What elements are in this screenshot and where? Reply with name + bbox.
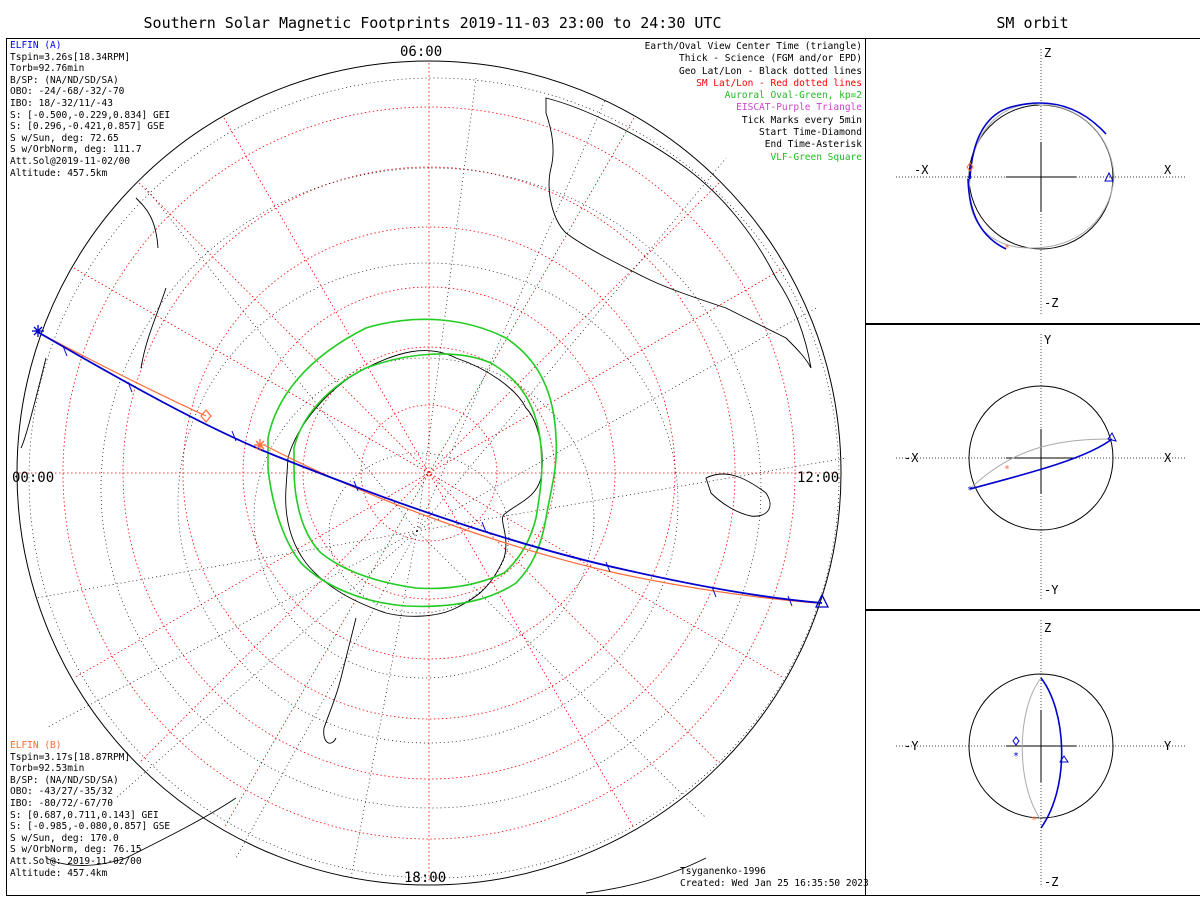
xy-v-neg: -Y bbox=[1044, 583, 1059, 597]
elfin-a-line-9: Att.Sol@2019-11-02/00 bbox=[10, 155, 131, 167]
elfin-b-line-10: Altitude: 457.4km bbox=[10, 867, 108, 879]
end-asterisk-b bbox=[254, 439, 266, 451]
elfin-a-info: ELFIN (A) Tspin=3.26s[18.34RPM] Torb=92.… bbox=[10, 40, 170, 179]
elfin-b-line-6: S: [-0.985,-0.080,0.857] GSE bbox=[10, 821, 171, 833]
legend-item-8: End Time-Asterisk bbox=[764, 139, 862, 151]
elfin-b-name: ELFIN (B) bbox=[10, 740, 62, 751]
legend-item-2: Geo Lat/Lon - Black dotted lines bbox=[678, 65, 862, 77]
elfin-b-info: ELFIN (B) Tspin=3.17s[18.87RPM] Torb=92.… bbox=[10, 740, 170, 879]
xy-h-pos: X bbox=[1164, 451, 1172, 465]
elfin-b-line-5: S: [0.687,0.711,0.143] GEI bbox=[10, 809, 159, 821]
elfin-a-trajectory bbox=[35, 330, 823, 604]
svg-text:*: * bbox=[1031, 815, 1037, 826]
xz-v-neg: -Z bbox=[1044, 296, 1058, 310]
xz-h-neg: -X bbox=[914, 163, 929, 177]
svg-text:*: * bbox=[966, 174, 972, 185]
clock-label-top: 06:00 bbox=[400, 44, 443, 60]
elfin-a-line-4: IBO: 18/-32/11/-43 bbox=[10, 97, 113, 109]
sm-orbit-yz: * * -Y Y Z -Z bbox=[896, 620, 1186, 889]
plot-title: Southern Solar Magnetic Footprints 2019-… bbox=[143, 14, 722, 32]
elfin-a-line-7: S w/Sun, deg: 72.65 bbox=[10, 132, 119, 144]
legend-item-0: Earth/Oval View Center Time (triangle) bbox=[644, 41, 862, 52]
elfin-b-line-3: OBO: -43/27/-35/32 bbox=[10, 786, 113, 798]
legend: Earth/Oval View Center Time (triangle) T… bbox=[645, 41, 862, 164]
sm-orbit-title: SM orbit bbox=[996, 14, 1069, 32]
sm-orbit-panel-yz bbox=[865, 609, 1200, 896]
sm-orbit-panel-xy bbox=[865, 323, 1200, 611]
sm-latitude-grid bbox=[19, 63, 839, 883]
legend-item-5: EISCAT-Purple Triangle bbox=[736, 102, 862, 114]
elfin-a-line-2: B/SP: (NA/ND/SD/SA) bbox=[10, 74, 119, 86]
xz-v-pos: Z bbox=[1044, 46, 1051, 60]
elfin-a-line-1: Torb=92.76min bbox=[10, 63, 85, 75]
elfin-b-line-4: IBO: -80/72/-67/70 bbox=[10, 797, 113, 809]
geo-latlon-grid bbox=[28, 77, 847, 879]
legend-item-4: Auroral Oval-Green, kp=2 bbox=[724, 90, 862, 102]
sm-orbit-xz: * * -X X Z -Z bbox=[896, 46, 1186, 314]
xz-h-pos: X bbox=[1164, 163, 1172, 177]
xy-v-pos: Y bbox=[1044, 333, 1052, 347]
clock-label-bottom: 18:00 bbox=[404, 870, 447, 886]
coastlines bbox=[20, 97, 812, 894]
sm-orbit-xy: * * -X X Y -Y bbox=[896, 333, 1186, 599]
xy-h-neg: -X bbox=[904, 451, 919, 465]
yz-h-neg: -Y bbox=[904, 739, 919, 753]
elfin-b-line-8: S w/OrbNorm, deg: 76.15 bbox=[10, 844, 142, 856]
svg-text:*: * bbox=[967, 485, 973, 496]
created-label: Created: Wed Jan 25 16:35:50 2023 bbox=[680, 878, 869, 889]
legend-item-7: Start Time-Diamond bbox=[759, 127, 862, 139]
yz-v-pos: Z bbox=[1044, 621, 1051, 635]
auroral-oval bbox=[267, 318, 558, 608]
legend-item-3: SM Lat/Lon - Red dotted lines bbox=[696, 77, 862, 89]
svg-text:*: * bbox=[1004, 243, 1010, 254]
yz-h-pos: Y bbox=[1164, 739, 1172, 753]
elfin-b-line-2: B/SP: (NA/ND/SD/SA) bbox=[10, 774, 119, 786]
elfin-a-line-3: OBO: -24/-68/-32/-70 bbox=[10, 86, 125, 98]
model-label: Tsyganenko-1996 bbox=[680, 866, 766, 877]
clock-label-left: 00:00 bbox=[12, 470, 55, 486]
elfin-a-line-10: Altitude: 457.5km bbox=[10, 167, 108, 179]
sm-orbit-panel-xz bbox=[865, 38, 1200, 325]
trajectory-tick-marks bbox=[62, 345, 793, 607]
elfin-a-line-5: S: [-0.500,-0.229,0.834] GEI bbox=[10, 109, 171, 121]
legend-item-1: Thick - Science (FGM and/or EPD) bbox=[678, 53, 862, 65]
end-asterisk-a bbox=[32, 325, 44, 337]
view-center-triangle bbox=[814, 593, 830, 608]
elfin-b-line-9: Att.Sol@: 2019-11-02/00 bbox=[10, 855, 142, 867]
elfin-a-line-6: S: [0.296,-0.421,0.857] GSE bbox=[10, 121, 165, 133]
elfin-b-line-7: S w/Sun, deg: 170.0 bbox=[10, 832, 119, 844]
elfin-a-line-8: S w/OrbNorm, deg: 111.7 bbox=[10, 144, 142, 156]
yz-v-neg: -Z bbox=[1044, 875, 1058, 889]
legend-item-9: VLF-Green Square bbox=[770, 151, 862, 163]
legend-item-6: Tick Marks every 5min bbox=[741, 114, 862, 126]
elfin-a-line-0: Tspin=3.26s[18.34RPM] bbox=[10, 51, 131, 63]
elfin-b-trajectory bbox=[35, 330, 817, 604]
elfin-b-line-0: Tspin=3.17s[18.87RPM] bbox=[10, 751, 131, 763]
svg-text:*: * bbox=[1013, 751, 1019, 762]
start-diamond-b bbox=[200, 409, 212, 423]
footprint-map bbox=[16, 60, 847, 894]
map-boundary-circle bbox=[16, 60, 842, 886]
elfin-b-line-1: Torb=92.53min bbox=[10, 763, 85, 775]
elfin-a-name: ELFIN (A) bbox=[10, 40, 62, 51]
svg-text:*: * bbox=[1004, 464, 1010, 475]
clock-label-right: 12:00 bbox=[797, 470, 840, 486]
